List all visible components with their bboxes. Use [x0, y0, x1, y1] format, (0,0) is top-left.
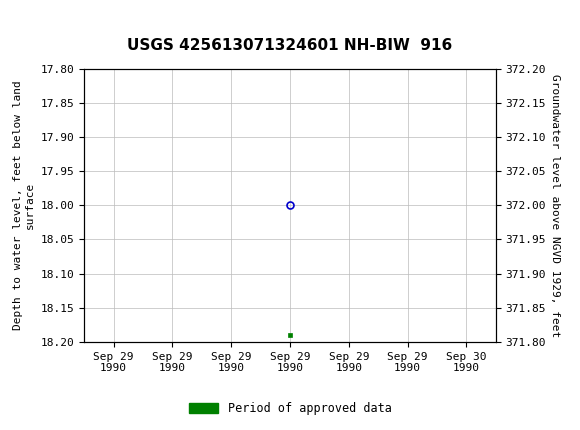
Y-axis label: Groundwater level above NGVD 1929, feet: Groundwater level above NGVD 1929, feet	[550, 74, 560, 337]
Text: USGS: USGS	[32, 7, 87, 25]
Text: USGS 425613071324601 NH-BIW  916: USGS 425613071324601 NH-BIW 916	[128, 38, 452, 52]
Y-axis label: Depth to water level, feet below land
surface: Depth to water level, feet below land su…	[13, 80, 35, 330]
Legend: Period of approved data: Period of approved data	[184, 397, 396, 420]
